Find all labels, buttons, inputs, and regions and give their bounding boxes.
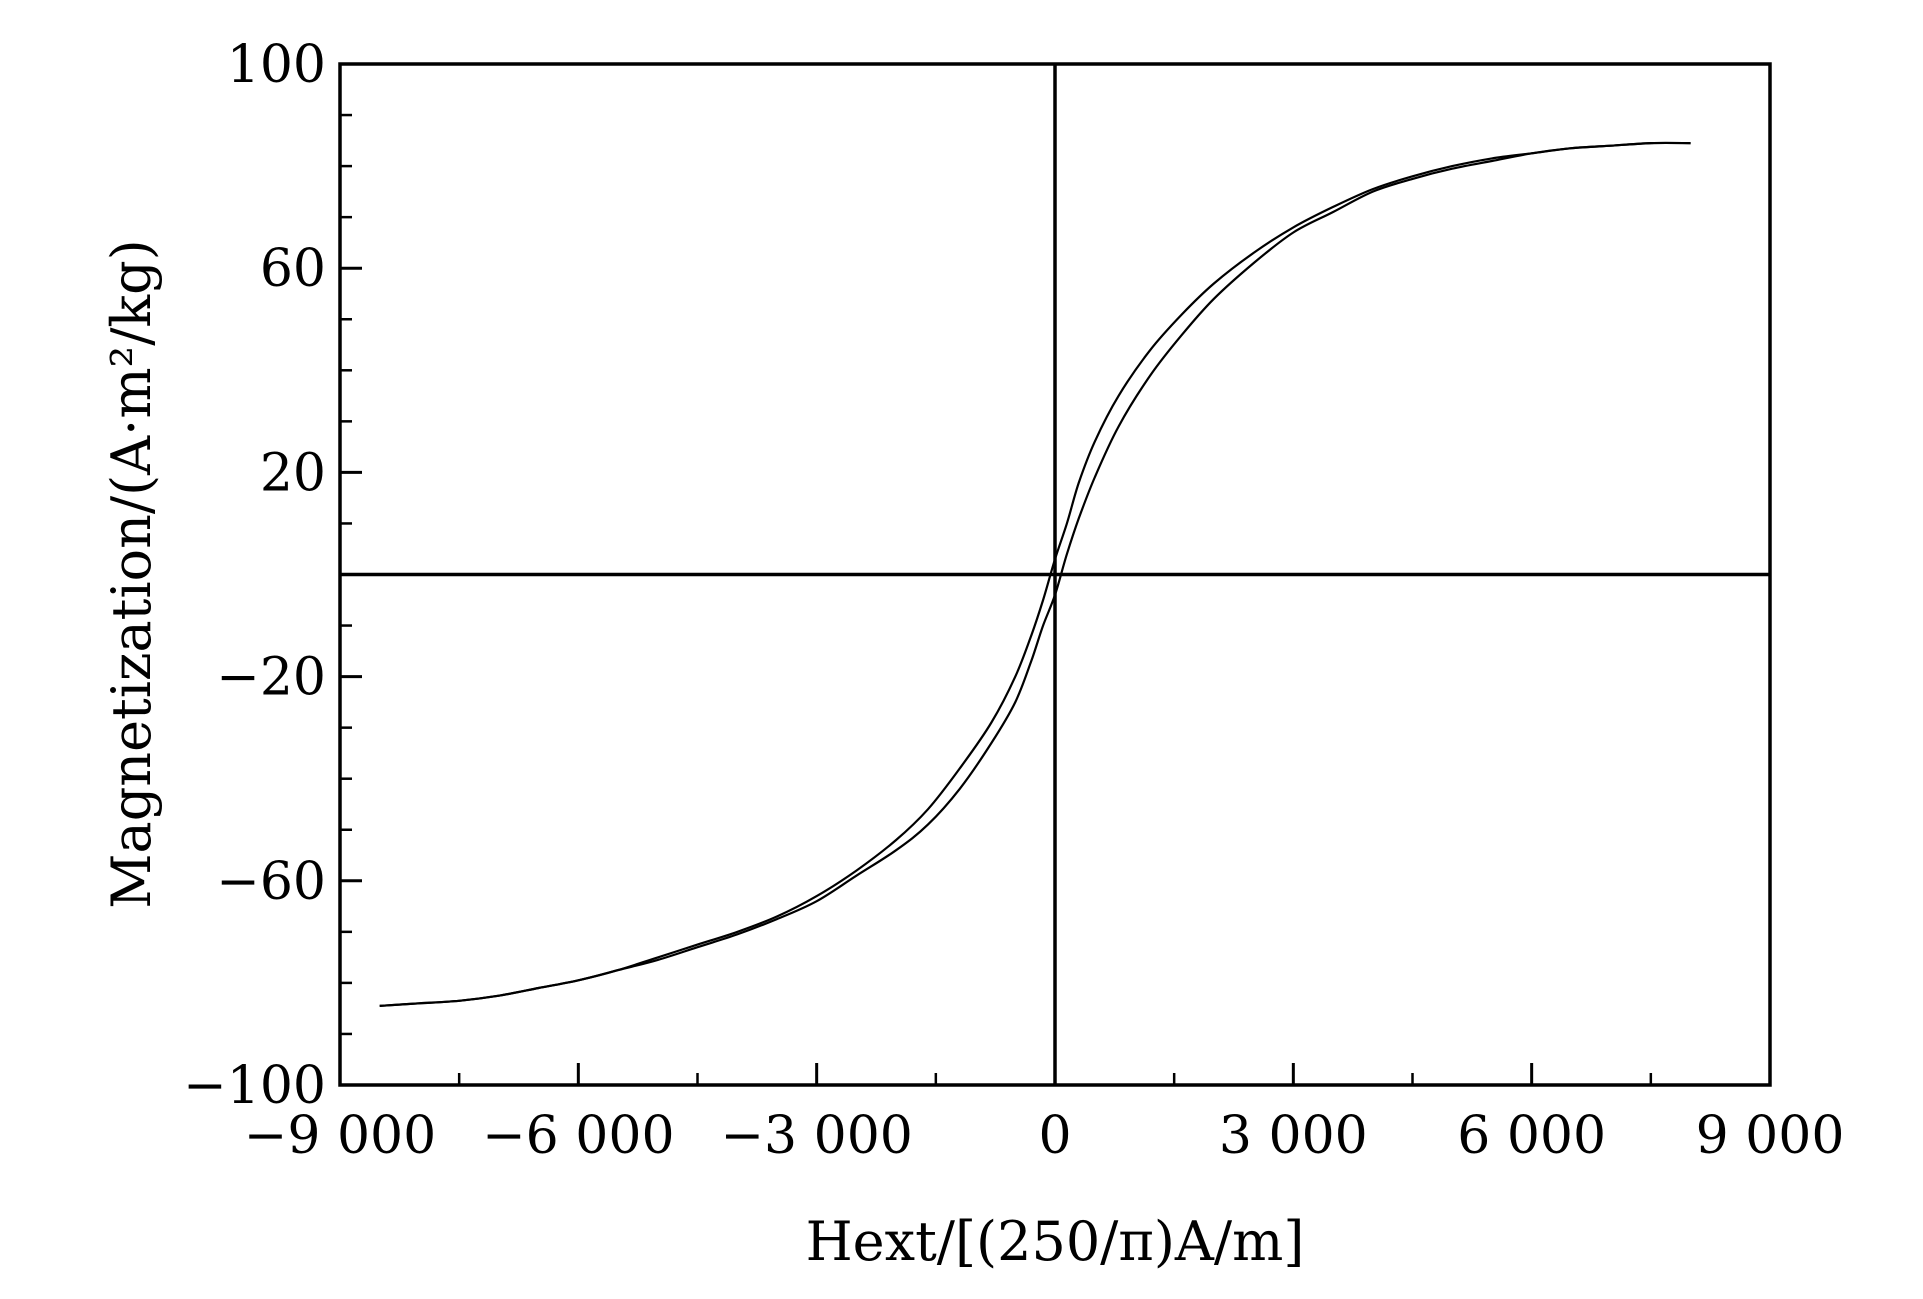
x-axis-title: Hext/[(250/π)A/m] <box>806 1210 1305 1273</box>
x-tick-label: 3 000 <box>1219 1106 1368 1166</box>
y-axis-title: Magnetization/(A·m²/kg) <box>100 239 163 909</box>
series-group <box>379 141 1691 1007</box>
hysteresis-branch-2 <box>379 141 1691 1007</box>
x-tick-labels: −9 000 −6 000 −3 000 0 3 000 6 000 9 000 <box>244 1106 1845 1166</box>
y-tick-label: −100 <box>183 1056 326 1116</box>
hysteresis-branch-1 <box>379 141 1691 1007</box>
y-tick-label: −60 <box>216 852 326 912</box>
y-tick-label: 60 <box>260 239 326 299</box>
x-tick-label: −6 000 <box>482 1106 674 1166</box>
minor-ticks <box>340 113 1653 1085</box>
y-tick-label: 100 <box>227 35 326 95</box>
zero-lines <box>340 64 1770 1085</box>
x-tick-label: 6 000 <box>1457 1106 1606 1166</box>
x-tick-label: 0 <box>1038 1106 1071 1166</box>
x-tick-label: −3 000 <box>720 1106 912 1166</box>
y-tick-label: 20 <box>260 443 326 503</box>
y-tick-labels: 100 60 20 −20 −60 −100 <box>183 35 326 1116</box>
x-tick-label: −9 000 <box>244 1106 436 1166</box>
plot-frame <box>338 62 1772 1087</box>
y-tick-label: −20 <box>216 648 326 708</box>
x-tick-label: 9 000 <box>1696 1106 1845 1166</box>
